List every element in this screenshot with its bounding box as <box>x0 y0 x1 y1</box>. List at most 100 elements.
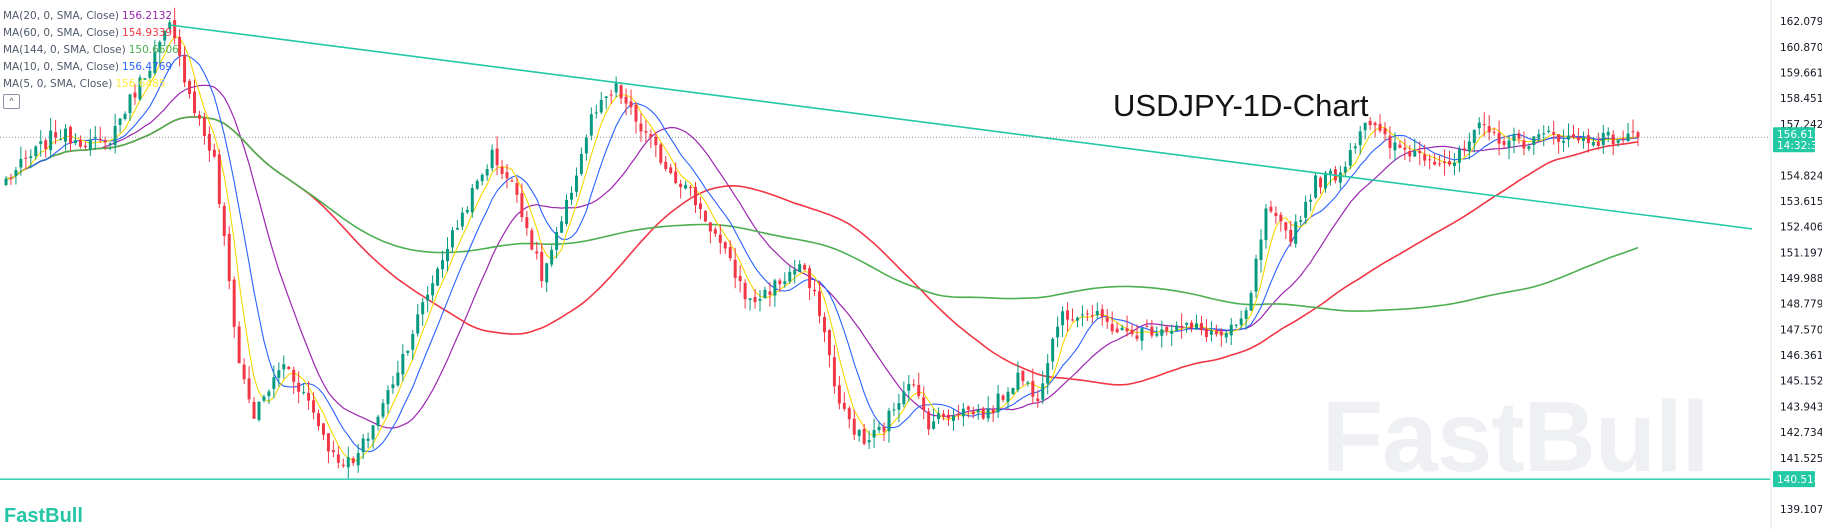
candle-body <box>634 104 638 122</box>
candle-body <box>793 269 797 275</box>
candle <box>222 202 226 246</box>
candle <box>1085 309 1089 322</box>
candle <box>29 149 33 169</box>
candle <box>649 129 653 149</box>
candle <box>604 95 608 110</box>
legend-item[interactable]: MA(144, 0, SMA, Close) 150.6606 <box>3 42 179 59</box>
candle-body <box>59 139 63 141</box>
candle <box>113 113 117 154</box>
candle <box>1328 168 1332 186</box>
candle <box>932 408 936 430</box>
candle <box>892 402 896 416</box>
candle-body <box>579 153 583 174</box>
candle <box>510 178 514 182</box>
candle <box>312 392 316 420</box>
candle <box>981 406 985 420</box>
candle <box>808 265 812 300</box>
candle <box>1284 221 1288 240</box>
candle <box>133 84 137 105</box>
candle <box>1229 317 1233 346</box>
candle-body <box>758 298 762 301</box>
candle <box>1214 324 1218 337</box>
candle-body <box>1170 330 1174 334</box>
candle-body <box>1001 395 1005 400</box>
legend-item[interactable]: MA(60, 0, SMA, Close) 154.9339 <box>3 25 179 42</box>
last-price-value: 156.615 <box>1777 129 1820 141</box>
y-tick-label: 145.152 <box>1780 376 1822 388</box>
candle-body <box>9 177 13 179</box>
candle-body <box>842 402 846 409</box>
candle-body <box>813 289 817 292</box>
candle <box>64 123 68 151</box>
candle-body <box>39 141 43 144</box>
candle <box>1071 308 1074 322</box>
candle-body <box>718 234 722 243</box>
candle <box>540 243 544 288</box>
candle-body <box>212 149 216 157</box>
candle-body <box>1120 327 1124 331</box>
candle-body <box>689 186 693 189</box>
candle-body <box>1105 317 1109 322</box>
candle-body <box>222 206 226 237</box>
candle <box>396 360 400 387</box>
candle-body <box>406 350 410 353</box>
candle <box>163 30 167 47</box>
candle <box>9 173 13 185</box>
last-price-time: 14:32:38 <box>1777 140 1822 152</box>
candle <box>242 358 246 384</box>
legend-item[interactable]: MA(5, 0, SMA, Close) 156.6485 <box>3 76 179 93</box>
candle <box>827 329 831 368</box>
candle <box>188 79 192 99</box>
legend-item[interactable]: MA(20, 0, SMA, Close) 156.2132 <box>3 8 179 25</box>
candle <box>202 112 206 145</box>
candle <box>197 110 201 126</box>
legend-item[interactable]: MA(10, 0, SMA, Close) 156.4769 <box>3 59 179 76</box>
candle <box>813 280 817 296</box>
candle <box>654 131 658 158</box>
candle <box>505 164 509 189</box>
candle <box>674 162 678 185</box>
candle <box>1557 134 1561 154</box>
candle <box>232 276 236 339</box>
candle <box>183 46 187 88</box>
candle-body <box>629 101 633 108</box>
candle-body <box>118 118 122 126</box>
candle <box>1185 322 1189 333</box>
candle <box>1586 128 1590 153</box>
candle-body <box>753 296 757 303</box>
candle-body <box>312 400 316 413</box>
candle-body <box>723 242 727 249</box>
candle <box>1423 144 1427 167</box>
candle-body <box>1180 325 1184 327</box>
candle <box>217 149 221 209</box>
candle-body <box>49 130 53 151</box>
candle <box>103 136 107 151</box>
candle-body <box>837 385 841 404</box>
candle-body <box>1199 323 1203 331</box>
candle-body <box>1036 398 1040 402</box>
candle-body <box>1482 124 1486 126</box>
candle-body <box>1393 142 1397 151</box>
candle <box>1095 302 1099 319</box>
candle <box>326 433 330 464</box>
candle <box>1115 322 1119 334</box>
candle <box>59 129 63 141</box>
candle <box>490 144 494 172</box>
price-axis[interactable]: 162.079160.870159.661158.451157.242154.8… <box>1770 0 1822 529</box>
candle <box>416 304 420 337</box>
candle-body <box>391 384 395 389</box>
candle-body <box>728 247 732 259</box>
candle-body <box>1373 122 1377 126</box>
candle-body <box>1175 325 1179 331</box>
candle <box>1150 320 1154 339</box>
candle-body <box>1071 319 1074 321</box>
candle <box>252 396 256 419</box>
candle-body <box>1368 120 1372 126</box>
candle-body <box>674 171 678 183</box>
candle <box>852 409 856 440</box>
candle <box>1606 127 1610 142</box>
candle-body <box>93 137 97 139</box>
legend-collapse-button[interactable]: ^ <box>3 94 20 109</box>
brand-logo[interactable]: FastBull <box>4 505 83 527</box>
